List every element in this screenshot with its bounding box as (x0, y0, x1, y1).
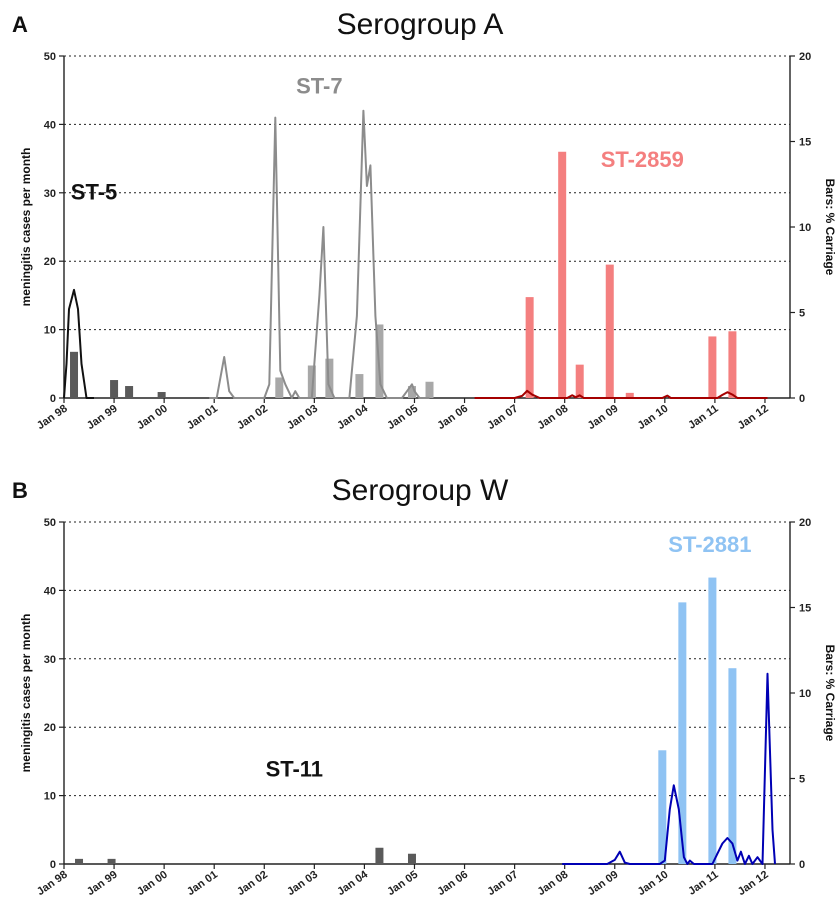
b-carriage-bar (407, 853, 416, 864)
a-xtick-label: Jan 00 (135, 403, 170, 432)
a-xtick-label: Jan 12 (736, 403, 771, 432)
b-xtick-label: Jan 03 (285, 869, 320, 898)
b-carriage-bar (678, 602, 687, 864)
b-ytick-label: 40 (44, 585, 56, 597)
a-ytick-label: 40 (44, 119, 56, 131)
panel-letter-a: A (12, 12, 28, 37)
b-xtick-label: Jan 12 (736, 869, 771, 898)
b-xtick-label: Jan 11 (686, 869, 720, 898)
a-carriage-bar (605, 264, 614, 398)
a-carriage-bar (728, 331, 737, 398)
a-xtick-label: Jan 06 (435, 403, 470, 432)
a-xtick-label: Jan 04 (335, 402, 371, 432)
b-carriage-bar (375, 847, 384, 864)
a-y2tick-label: 15 (799, 137, 811, 149)
chart-serogroup-w: 0 10 20 30 40 50 0 5 10 15 20 Jan 98 Jan 99 Jan 00 Jan… (19, 517, 837, 898)
chart-title-b: Serogroup W (331, 474, 509, 507)
b-carriage-bar (658, 750, 667, 864)
a-xtick-label: Jan 10 (636, 403, 671, 432)
a-xtick-label: Jan 05 (385, 403, 420, 432)
a-carriage-bar (525, 297, 534, 398)
b-ytick-label: 50 (44, 517, 56, 529)
a-carriage-bar (125, 386, 134, 398)
a-carriage-bar (355, 374, 364, 398)
b-xtick-label: Jan 06 (435, 869, 470, 898)
a-ytick-label: 50 (44, 51, 56, 63)
panel-letter-b: B (12, 478, 28, 503)
a-carriage-bar (625, 392, 634, 398)
b-xtick-label: Jan 08 (535, 869, 570, 898)
a-xtick-label: Jan 02 (235, 403, 270, 432)
a-carriage-bar (407, 386, 416, 398)
a-ytick-label: 20 (44, 256, 56, 268)
b-xtick-label: Jan 10 (636, 869, 671, 898)
panel-serogroup-a: A Serogroup A 0 10 20 30 40 50 0 5 10 15 20 Jan 98 J… (0, 0, 840, 450)
a-annotation: ST-5 (71, 180, 117, 205)
b-carriage-bar (728, 668, 737, 864)
a-y2tick-label: 10 (799, 222, 811, 234)
panel-serogroup-b: B Serogroup W 0 10 20 30 40 50 0 5 10 15 20 Jan 98 J… (0, 466, 840, 916)
a-y2tick-label: 0 (799, 393, 805, 405)
a-carriage-bar (275, 377, 284, 398)
a-xtick-label: Jan 08 (535, 403, 570, 432)
b-carriage-bar (708, 577, 717, 864)
b-ytick-label: 30 (44, 654, 56, 666)
b-case-line (562, 672, 776, 865)
a-y2label: Bars: % Carriage (823, 179, 837, 276)
a-carriage-bar (70, 351, 79, 398)
a-carriage-bar (325, 358, 334, 398)
b-y2label: Bars: % Carriage (823, 645, 837, 742)
a-xtick-label: Jan 99 (85, 403, 120, 432)
a-xtick-label: Jan 98 (35, 403, 70, 432)
a-carriage-bar (558, 151, 567, 398)
chart-title-a: Serogroup A (336, 8, 504, 41)
a-carriage-bar (575, 364, 584, 398)
b-ylabel: meningitis cases per month (19, 614, 33, 773)
a-y2tick-label: 20 (799, 51, 811, 63)
b-carriage-bar (107, 858, 116, 864)
b-y2tick-label: 20 (799, 517, 811, 529)
a-carriage-bar (157, 392, 166, 398)
b-xtick-label: Jan 07 (485, 869, 520, 898)
b-ytick-label: 10 (44, 791, 56, 803)
b-xtick-label: Jan 99 (85, 869, 120, 898)
a-case-line (474, 389, 768, 399)
a-carriage-bar (110, 380, 119, 398)
a-y2tick-label: 5 (799, 308, 805, 320)
a-xtick-label: Jan 07 (485, 403, 520, 432)
a-case-line (63, 288, 94, 399)
b-xtick-label: Jan 01 (185, 869, 220, 898)
a-ylabel: meningitis cases per month (19, 148, 33, 307)
b-y2tick-label: 15 (799, 603, 811, 615)
b-y2tick-label: 5 (799, 774, 805, 786)
a-carriage-bar (307, 365, 316, 398)
chart-serogroup-a: 0 10 20 30 40 50 0 5 10 15 20 Jan 98 Jan 99 Jan 00 Jan… (19, 51, 837, 432)
a-xtick-label: Jan 09 (586, 403, 621, 432)
b-xtick-label: Jan 98 (35, 869, 70, 898)
a-annotation: ST-7 (296, 74, 342, 99)
a-carriage-bar (425, 381, 434, 398)
a-case-line (209, 109, 430, 399)
b-carriage-bar (75, 858, 84, 864)
a-xtick-label: Jan 01 (185, 403, 220, 432)
b-xtick-label: Jan 04 (335, 868, 371, 898)
b-xtick-label: Jan 05 (385, 869, 420, 898)
a-carriage-bar (708, 336, 717, 398)
a-annotation: ST-2859 (601, 147, 684, 172)
b-y2tick-label: 10 (799, 688, 811, 700)
a-xtick-label: Jan 03 (285, 403, 320, 432)
b-annotation: ST-2881 (668, 532, 751, 557)
a-ytick-label: 30 (44, 188, 56, 200)
a-ytick-label: 0 (50, 393, 56, 405)
b-ytick-label: 20 (44, 722, 56, 734)
b-xtick-label: Jan 02 (235, 869, 270, 898)
b-y2tick-label: 0 (799, 859, 805, 871)
a-ytick-label: 10 (44, 325, 56, 337)
a-xtick-label: Jan 11 (686, 403, 720, 432)
b-xtick-label: Jan 00 (135, 869, 170, 898)
b-annotation: ST-11 (266, 756, 323, 781)
b-ytick-label: 0 (50, 859, 56, 871)
b-xtick-label: Jan 09 (586, 869, 621, 898)
